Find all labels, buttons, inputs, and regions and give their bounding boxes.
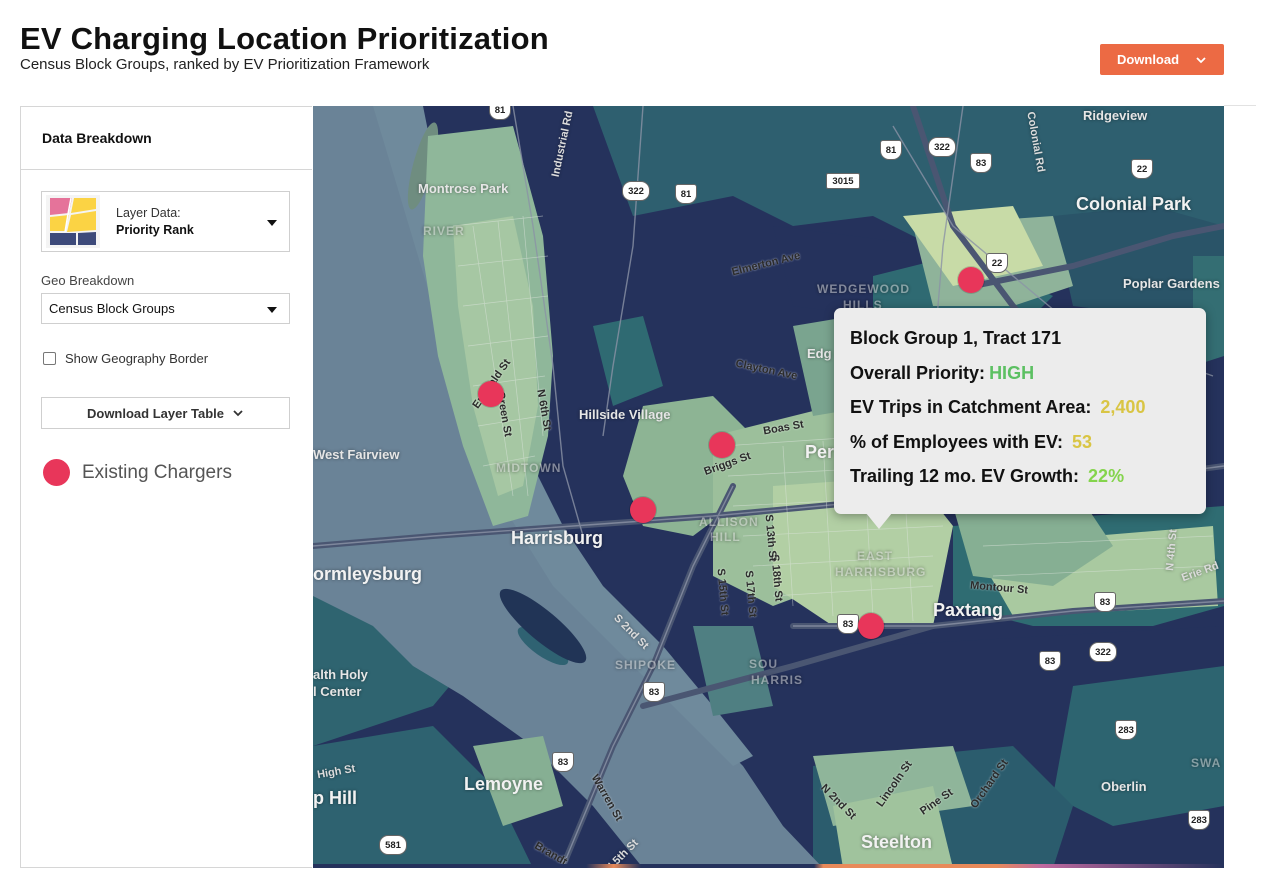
charger-marker[interactable] [958,267,984,293]
route-shield-22: 22 [986,253,1008,273]
charger-legend-icon [43,459,70,486]
header-divider [1224,105,1256,106]
map-legend: Existing Chargers [43,459,232,486]
geo-breakdown-dropdown[interactable]: Census Block Groups [41,293,290,324]
block-group-tooltip: Block Group 1, Tract 171 Overall Priorit… [834,308,1206,529]
tooltip-row-growth: Trailing 12 mo. EV Growth: 22% [850,459,1190,494]
panel-title: Data Breakdown [21,107,312,170]
layer-data-label: Layer Data: [116,205,181,220]
route-shield-83: 83 [970,153,992,173]
data-breakdown-panel: Data Breakdown Layer Data: Priority Rank… [20,106,312,868]
page-title: EV Charging Location Prioritization [20,21,549,56]
charger-marker[interactable] [709,432,735,458]
tooltip-row-priority: Overall Priority: HIGH [850,356,1190,391]
tooltip-value: 53 [1072,431,1093,452]
route-shield-81: 81 [880,140,902,160]
download-layer-table-label: Download Layer Table [86,405,224,421]
show-geography-border-checkbox[interactable] [43,352,56,365]
route-shield-83: 83 [1039,651,1061,671]
show-geography-border-toggle[interactable]: Show Geography Border [43,351,208,366]
tooltip-value: 22% [1088,466,1125,486]
download-button[interactable]: Download [1100,44,1224,75]
tooltip-title: Block Group 1, Tract 171 [850,328,1062,348]
route-shield-322: 322 [928,137,956,157]
route-shield-322: 322 [622,181,650,201]
route-shield-83: 83 [1094,592,1116,612]
route-shield-283: 283 [1115,720,1137,740]
tooltip-value: 2,400 [1100,397,1146,417]
route-shield-83: 83 [552,752,574,772]
route-shield-83: 83 [643,682,665,702]
charger-marker[interactable] [478,381,504,407]
route-shield-322: 322 [1089,642,1117,662]
show-geography-border-label: Show Geography Border [65,351,209,366]
tooltip-value: HIGH [989,362,1035,383]
charger-marker[interactable] [630,497,656,523]
geo-breakdown-value: Census Block Groups [49,301,175,316]
caret-down-icon [267,306,277,313]
chevron-down-icon [233,410,243,417]
tooltip-label: % of Employees with EV: [850,431,1064,452]
download-button-label: Download [1116,52,1180,67]
layer-data-dropdown[interactable]: Layer Data: Priority Rank [41,191,290,252]
geo-breakdown-label: Geo Breakdown [41,273,135,288]
chevron-down-icon [1196,56,1206,63]
tooltip-label: EV Trips in Catchment Area: [850,397,1092,417]
page-subtitle: Census Block Groups, ranked by EV Priori… [20,56,430,73]
charger-marker[interactable] [858,613,884,639]
route-shield-81: 81 [675,184,697,204]
layer-data-value: Priority Rank [116,222,194,237]
tooltip-label: Trailing 12 mo. EV Growth: [850,466,1080,486]
route-shield-81: 81 [489,106,511,120]
route-shield-22: 22 [1131,159,1153,179]
route-shield-283: 283 [1188,810,1210,830]
tooltip-label: Overall Priority: [850,362,986,383]
route-shield-3015: 3015 [826,173,860,189]
tooltip-row-ev-trips: EV Trips in Catchment Area: 2,400 [850,390,1190,425]
caret-down-icon [267,219,277,226]
route-shield-83: 83 [837,614,859,634]
choropleth-map[interactable]: Harrisburg Colonial Park Paxtang Lemoyne… [313,106,1224,868]
layer-thumbnail-icon [46,195,100,248]
route-shield-581: 581 [379,835,407,855]
legend-label: Existing Chargers [82,461,232,483]
map-bottom-strip [313,864,1224,868]
map-canvas[interactable] [313,106,1224,868]
tooltip-row-employees: % of Employees with EV: 53 [850,425,1190,460]
download-layer-table-button[interactable]: Download Layer Table [41,397,290,429]
